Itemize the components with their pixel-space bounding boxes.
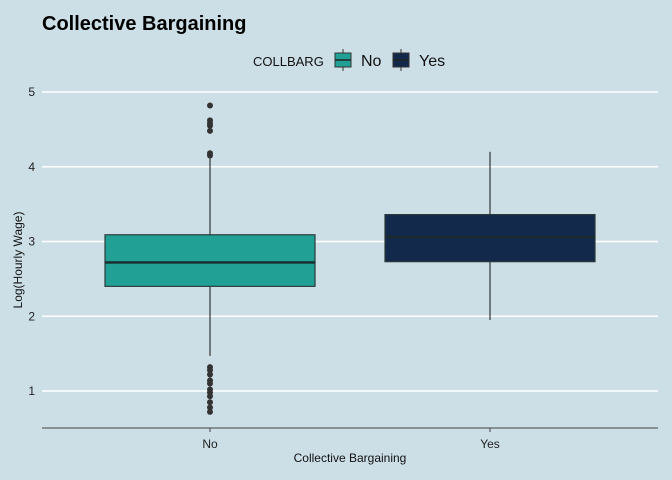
outlier-point bbox=[207, 404, 213, 411]
outlier-point bbox=[207, 393, 213, 400]
outlier-point bbox=[207, 122, 213, 129]
y-tick-label-2: 2 bbox=[28, 309, 35, 323]
outlier-point bbox=[207, 399, 213, 406]
y-tick-label-4: 4 bbox=[28, 160, 35, 174]
y-axis-label: Log(Hourly Wage) bbox=[11, 212, 25, 309]
legend-item-yes: Yes bbox=[392, 49, 445, 71]
chart-title: Collective Bargaining bbox=[42, 13, 247, 35]
outlier-point bbox=[207, 127, 213, 134]
boxes bbox=[104, 102, 596, 415]
box-no bbox=[104, 102, 316, 415]
legend-title: COLLBARG bbox=[253, 54, 324, 69]
box-body-no bbox=[104, 234, 316, 287]
y-tick-label-3: 3 bbox=[28, 235, 35, 249]
outlier-point bbox=[207, 367, 213, 374]
y-tick-label-1: 1 bbox=[28, 384, 35, 398]
x-tick-label-no: No bbox=[202, 437, 218, 451]
outlier-point bbox=[207, 408, 213, 415]
outlier-point bbox=[207, 380, 213, 387]
x-tick-label-yes: Yes bbox=[480, 437, 500, 451]
legend-item-no: No bbox=[334, 49, 382, 71]
axes: 1 2 3 4 5 No Yes bbox=[28, 85, 658, 451]
legend: COLLBARG No Yes bbox=[253, 49, 445, 71]
outlier-point bbox=[207, 371, 213, 378]
outlier-point bbox=[207, 152, 213, 159]
box-yes bbox=[384, 151, 596, 320]
outlier-point bbox=[207, 102, 213, 109]
legend-label-yes: Yes bbox=[419, 53, 445, 70]
legend-label-no: No bbox=[361, 53, 382, 70]
y-tick-label-5: 5 bbox=[28, 85, 35, 99]
x-axis-label: Collective Bargaining bbox=[294, 451, 407, 465]
